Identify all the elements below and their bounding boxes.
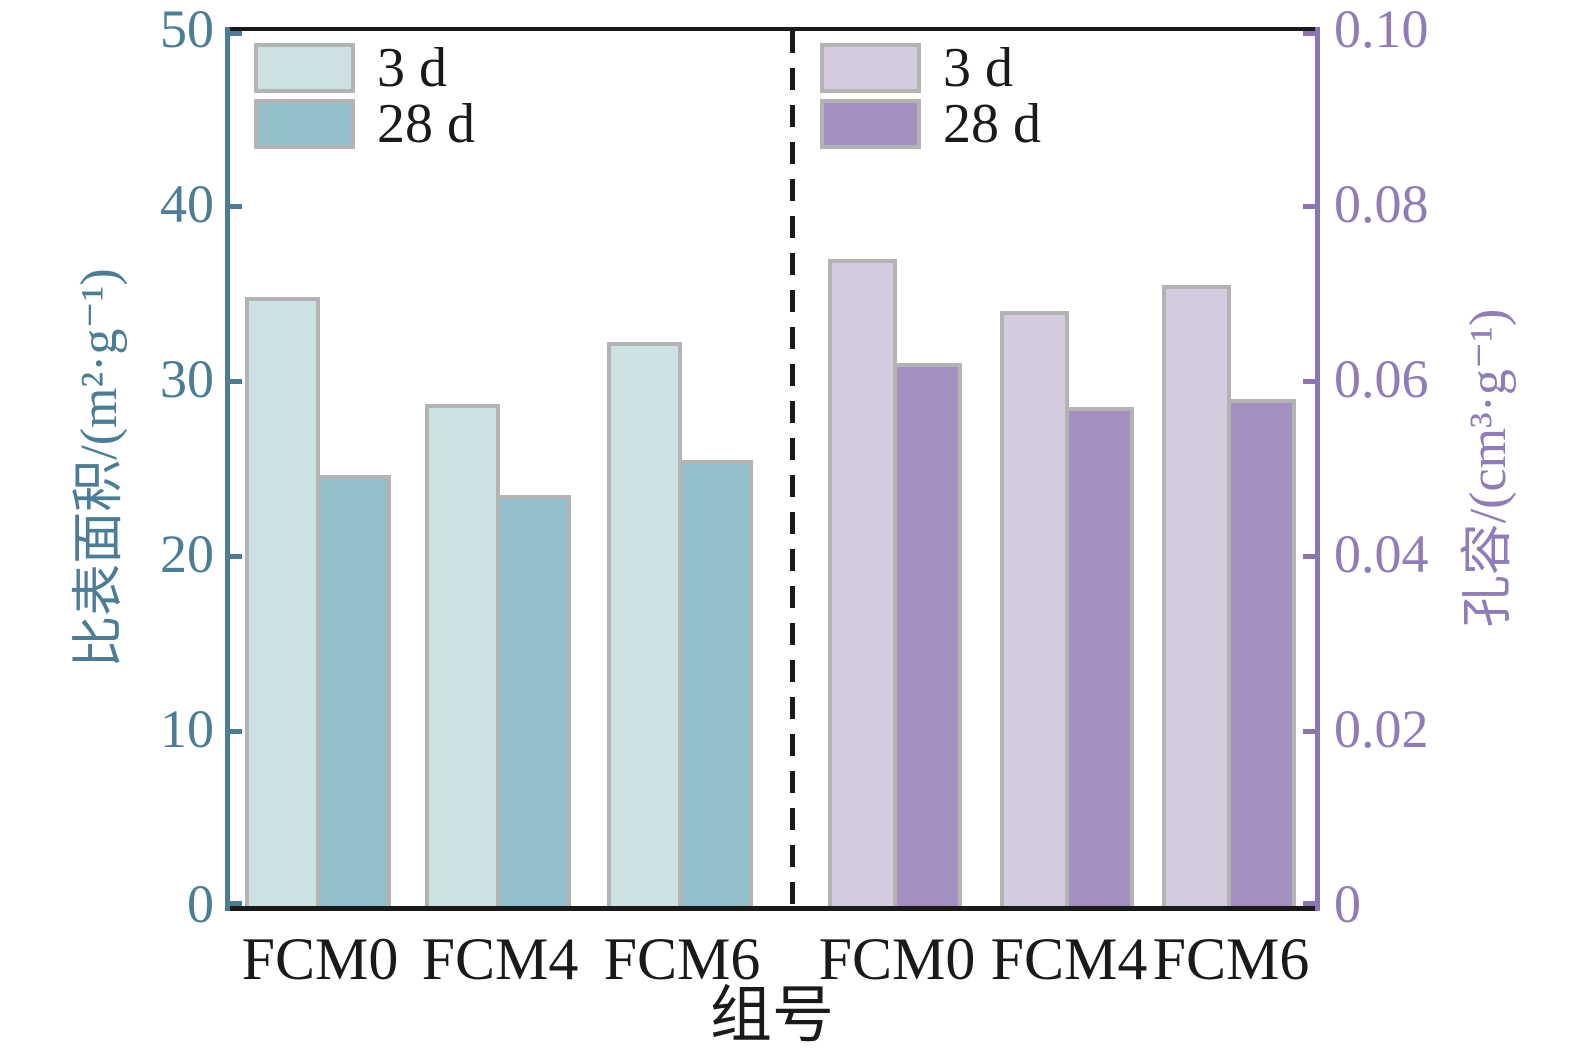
right-y-tick-label-0.06: 0.06 <box>1334 348 1429 409</box>
legend-swatch-3d-panel1 <box>820 43 921 93</box>
x-tick-label-fcm4-panel0: FCM4 <box>421 926 579 992</box>
left-y-tick-30 <box>230 379 242 384</box>
legend-swatch-28d-panel1 <box>820 99 921 149</box>
legend-label-3d-panel1: 3 d <box>943 37 1013 99</box>
left-y-axis-title: 比表面积/(m²·g⁻¹) <box>71 268 128 668</box>
right-y-tick-0 <box>1303 901 1315 906</box>
left-y-tick-label-30: 30 <box>160 348 214 409</box>
bar-fcm0-28d-panel1 <box>893 363 962 906</box>
bar-fcm6-28d-panel0 <box>678 460 753 906</box>
left-y-tick-label-40: 40 <box>160 173 214 234</box>
right-y-tick-label-0.04: 0.04 <box>1334 523 1429 584</box>
right-y-tick-0.02 <box>1303 729 1315 734</box>
legend-label-28d-panel1: 28 d <box>943 93 1041 155</box>
bar-fcm0-3d-panel1 <box>828 259 897 906</box>
right-y-tick-label-0.10: 0.10 <box>1334 0 1429 59</box>
right-y-tick-label-0.02: 0.02 <box>1334 698 1429 759</box>
top-spine <box>226 27 1319 31</box>
right-y-tick-label-0: 0 <box>1334 873 1361 934</box>
x-axis-line <box>226 906 1319 911</box>
left-y-tick-label-20: 20 <box>160 523 214 584</box>
left-y-tick-label-0: 0 <box>187 873 214 934</box>
right-y-tick-0.06 <box>1303 379 1315 384</box>
bar-fcm6-3d-panel0 <box>607 342 682 906</box>
right-y-tick-0.10 <box>1303 31 1315 36</box>
x-tick-label-fcm6-panel1: FCM6 <box>1152 926 1310 992</box>
bar-fcm4-28d-panel1 <box>1065 407 1134 906</box>
x-axis-title: 组号 <box>709 982 835 1049</box>
legend-swatch-3d-panel0 <box>254 43 355 93</box>
bar-fcm6-28d-panel1 <box>1227 399 1296 906</box>
bar-fcm0-28d-panel0 <box>316 475 391 906</box>
right-y-tick-0.08 <box>1303 204 1315 209</box>
left-y-tick-10 <box>230 729 242 734</box>
left-y-tick-label-10: 10 <box>160 698 214 759</box>
left-y-tick-20 <box>230 554 242 559</box>
right-y-axis-title: 孔容/(cm³·g⁻¹) <box>1460 308 1517 628</box>
left-y-tick-label-50: 50 <box>160 0 214 59</box>
right-y-axis-line <box>1315 27 1320 911</box>
panel-divider-dashed-line <box>790 31 795 906</box>
bar-fcm0-3d-panel0 <box>245 297 320 906</box>
left-y-axis-line <box>225 27 230 911</box>
x-tick-label-fcm0-panel1: FCM0 <box>818 926 976 992</box>
legend-label-28d-panel0: 28 d <box>377 93 475 155</box>
right-y-tick-label-0.08: 0.08 <box>1334 173 1429 234</box>
bar-fcm4-28d-panel0 <box>496 495 571 906</box>
bar-fcm4-3d-panel0 <box>425 404 500 906</box>
bar-fcm6-3d-panel1 <box>1162 285 1231 906</box>
x-tick-label-fcm4-panel1: FCM4 <box>990 926 1148 992</box>
left-y-tick-40 <box>230 204 242 209</box>
right-y-tick-0.04 <box>1303 554 1315 559</box>
legend-label-3d-panel0: 3 d <box>377 37 447 99</box>
x-tick-label-fcm6-panel0: FCM6 <box>603 926 761 992</box>
bar-fcm4-3d-panel1 <box>1000 311 1069 906</box>
left-y-tick-50 <box>230 31 242 36</box>
legend-swatch-28d-panel0 <box>254 99 355 149</box>
left-y-tick-0 <box>230 901 242 906</box>
x-tick-label-fcm0-panel0: FCM0 <box>241 926 399 992</box>
